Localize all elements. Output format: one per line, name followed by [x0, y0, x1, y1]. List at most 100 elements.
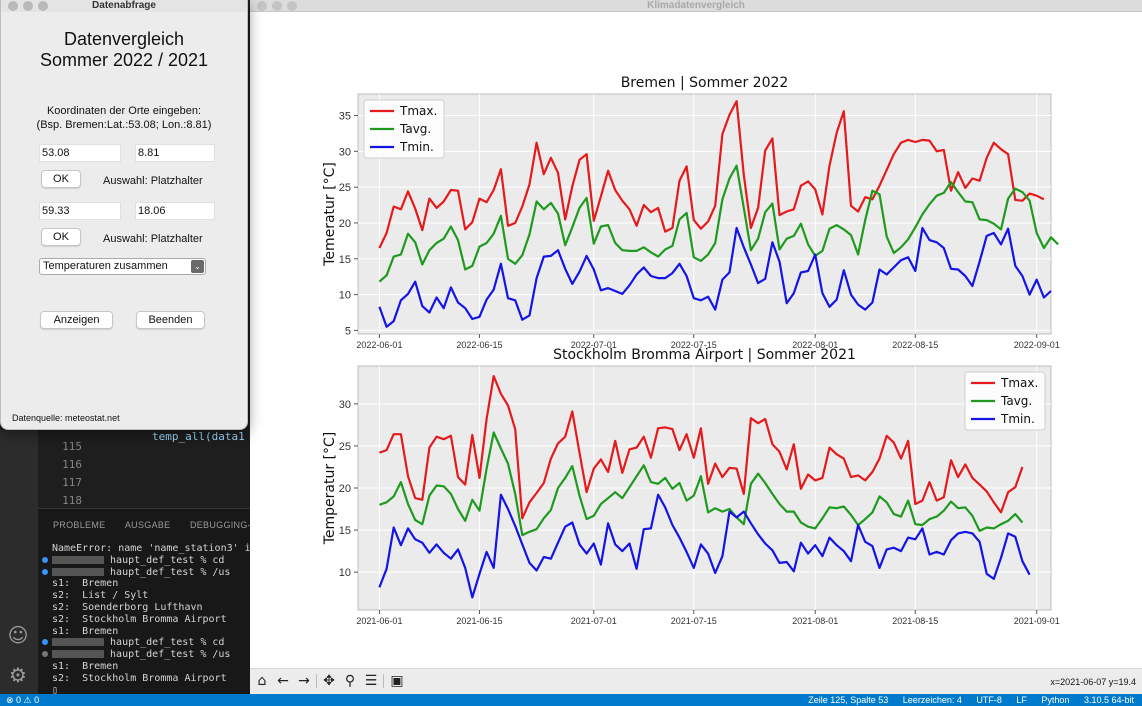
language-mode[interactable]: Python	[1041, 695, 1070, 705]
legend-label: Tavg.	[399, 122, 431, 136]
y-tick-label: 25	[339, 441, 351, 453]
legend-label: Tmin.	[1000, 412, 1035, 426]
x-tick-label: 2021-06-01	[356, 616, 402, 626]
pan-icon[interactable]: ✥	[323, 673, 335, 689]
plot-canvas[interactable]: 2022-06-01 2022-06-15 2022-07-01 2022-07-15…	[250, 12, 1142, 668]
y-tick-label: 20	[339, 483, 351, 495]
encoding[interactable]: UTF-8	[976, 695, 1002, 705]
x-tick-label: 2022-08-15	[892, 340, 938, 350]
instruction-line: Koordinaten der Orte eingeben:	[46, 105, 202, 117]
x-tick-label: 2022-09-01	[1014, 340, 1060, 350]
status-right: Zeile 125, Spalte 53 Leerzeichen: 4 UTF-…	[796, 694, 1134, 706]
y-tick-label: 30	[339, 399, 351, 411]
terminal-command: haupt_def_test % cd	[110, 554, 225, 566]
terminal-cursor: ▯	[52, 684, 59, 694]
lat-field-2[interactable]: 59.33	[39, 202, 121, 220]
plot-titlebar: Klimadatenvergleich	[250, 0, 1142, 12]
zoom-icon[interactable]: ⚲	[344, 673, 356, 689]
tab-output[interactable]: AUSGABE	[124, 520, 171, 530]
interpreter-version[interactable]: 3.10.5 64-bit	[1083, 695, 1134, 705]
data-source-label: Datenquelle: meteostat.net	[12, 413, 120, 423]
y-tick-label: 15	[339, 254, 351, 266]
x-tick-label: 2022-06-01	[356, 340, 402, 350]
terminal-panel: PROBLEME AUSGABE DEBUGGING-K NameError: …	[38, 508, 250, 694]
x-tick-label: 2021-09-01	[1014, 616, 1060, 626]
ok-button-2[interactable]: OK	[41, 228, 81, 246]
x-tick-label: 2022-07-01	[571, 340, 617, 350]
select-value: Temperaturen zusammen	[43, 260, 168, 272]
y-tick-label: 15	[339, 525, 351, 537]
series-line-tavg	[379, 431, 1024, 537]
legend-label: Tmax.	[1000, 376, 1038, 390]
dialog-title: Datenabfrage	[92, 0, 156, 11]
zoom-window-button[interactable]	[38, 1, 48, 11]
terminal-command: haupt_def_test % /us	[110, 649, 231, 661]
series-line-tmin	[378, 493, 1031, 599]
line-number: 116	[62, 458, 82, 471]
close-window-button[interactable]	[257, 1, 267, 11]
instruction-line: (Bsp. Bremen:Lat.:53.08; Lon.:8.81)	[36, 119, 212, 131]
toolbar-separator	[316, 674, 317, 688]
terminal-error: NameError: name 'name_station3' is	[52, 543, 250, 554]
success-dot-icon	[42, 556, 48, 563]
y-tick-label: 10	[339, 567, 351, 579]
x-tick-label: 2021-06-15	[456, 616, 502, 626]
redacted-path	[52, 650, 104, 659]
code-line: temp_all(data1	[152, 430, 245, 443]
x-tick-label: 2022-06-15	[456, 340, 502, 350]
terminal-line: s1: Bremen	[52, 660, 119, 672]
lon-field-2[interactable]: 18.06	[135, 202, 215, 220]
terminal-line: s1: Bremen	[52, 625, 119, 637]
problems-status[interactable]: ⊗ 0 ⚠ 0	[6, 695, 40, 705]
terminal-line: s2: Stockholm Bromma Airport	[52, 613, 227, 625]
x-tick-label: 2022-07-15	[671, 340, 717, 350]
x-tick-label: 2021-08-15	[892, 616, 938, 626]
gear-icon[interactable]: ⚙	[9, 663, 27, 687]
back-icon[interactable]: ←	[277, 673, 289, 689]
y-axis-label: Temperatur [°C]	[322, 432, 338, 546]
x-tick-label: 2022-08-01	[792, 340, 838, 350]
dialog-titlebar: Datenabfrage	[1, 0, 247, 12]
y-tick-label: 20	[339, 218, 351, 230]
toolbar-separator	[383, 674, 384, 688]
chart-2: 2021-06-01 2021-06-15 2021-07-01 2021-07-15…	[322, 347, 1060, 626]
cursor-position[interactable]: Zeile 125, Spalte 53	[808, 695, 889, 705]
chart-title: Bremen | Sommer 2022	[621, 75, 789, 91]
quit-button[interactable]: Beenden	[136, 311, 205, 329]
lat-field-1[interactable]: 53.08	[39, 144, 121, 162]
legend-box	[363, 99, 445, 159]
ok-button-1[interactable]: OK	[41, 170, 81, 188]
show-button[interactable]: Anzeigen	[40, 311, 113, 329]
indentation[interactable]: Leerzeichen: 4	[902, 695, 962, 705]
line-ending[interactable]: LF	[1016, 695, 1027, 705]
close-window-button[interactable]	[8, 1, 18, 11]
y-tick-label: 35	[339, 110, 351, 122]
configure-icon[interactable]: ☰	[364, 673, 378, 689]
tab-debug-console[interactable]: DEBUGGING-K	[189, 520, 250, 530]
terminal-output[interactable]: NameError: name 'name_station3' is haupt…	[42, 543, 250, 694]
chart-title: Stockholm Bromma Airport | Sommer 2021	[553, 347, 856, 363]
cursor-coordinates: x=2021-06-07 y=19.4	[1050, 677, 1136, 687]
line-number: 118	[62, 494, 82, 507]
code-editor[interactable]: 115 116 117 118 119 temp_all(data1	[38, 430, 250, 508]
panel-tabs: PROBLEME AUSGABE DEBUGGING-K	[38, 515, 250, 531]
forward-icon[interactable]: →	[298, 673, 310, 689]
tab-problems[interactable]: PROBLEME	[53, 520, 106, 530]
plot-window: Klimadatenvergleich 2022-06-01 2022-06-15…	[250, 0, 1142, 694]
save-icon[interactable]: ▣	[390, 673, 404, 689]
home-icon[interactable]: ⌂	[257, 673, 267, 689]
query-dialog: Datenabfrage Datenvergleich Sommer 2022 …	[0, 0, 248, 430]
account-icon[interactable]: ☺	[7, 623, 29, 647]
success-dot-icon	[42, 568, 48, 575]
terminal-command: haupt_def_test % cd	[110, 637, 225, 649]
series-line-tmax	[379, 375, 1024, 520]
y-tick-label: 25	[339, 182, 351, 194]
display-mode-select[interactable]: Temperaturen zusammen ⌄	[39, 258, 206, 275]
heading-line: Datenvergleich	[63, 29, 185, 49]
legend: Tmax. Tavg. Tmin.	[363, 99, 445, 159]
minimize-window-button[interactable]	[272, 1, 282, 11]
minimize-window-button[interactable]	[23, 1, 33, 11]
legend: Tmax. Tavg. Tmin.	[964, 371, 1046, 431]
lon-field-1[interactable]: 8.81	[135, 144, 215, 162]
zoom-window-button[interactable]	[287, 1, 297, 11]
